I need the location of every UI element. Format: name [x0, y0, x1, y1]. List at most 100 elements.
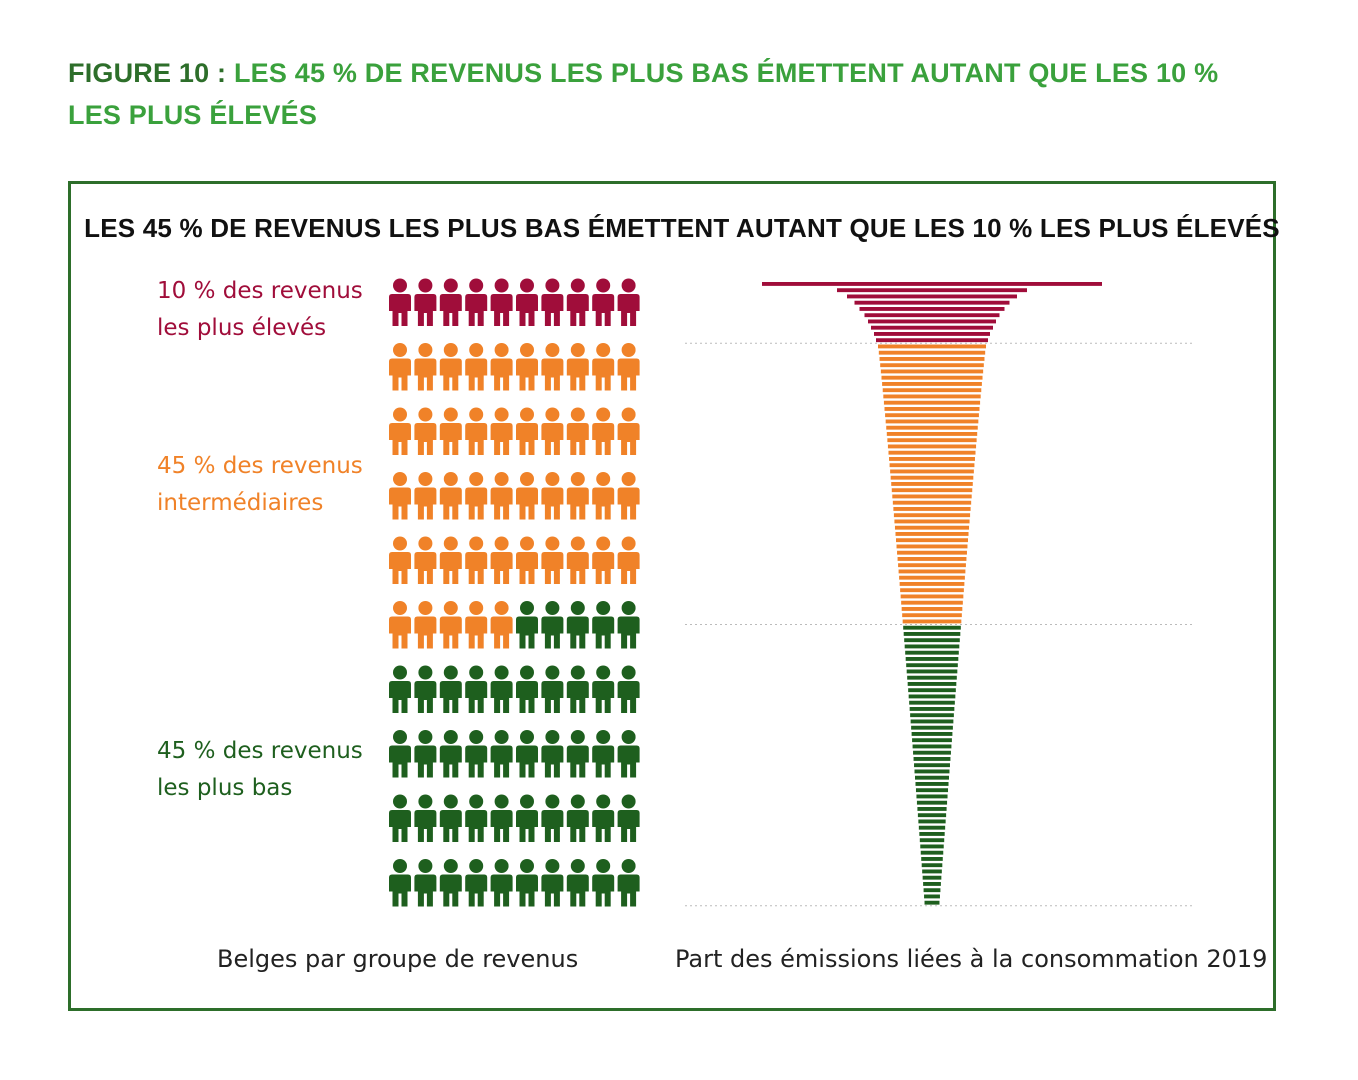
person-icon [389, 278, 411, 326]
emission-bar [882, 388, 982, 393]
emission-bar [882, 382, 982, 386]
person-icon [490, 730, 513, 778]
person-icon [516, 278, 538, 326]
emission-bar [893, 513, 971, 518]
emission-bar [859, 307, 1005, 311]
person-icon [566, 601, 589, 649]
person-icon [592, 472, 615, 520]
person-icon [439, 859, 462, 907]
person-icon [592, 730, 615, 778]
person-icon [566, 730, 589, 778]
person-icon [617, 859, 640, 907]
person-icon [592, 343, 615, 391]
person-icon [617, 343, 640, 391]
emission-bar [864, 313, 1000, 318]
emission-bar [922, 869, 942, 874]
person-icon [465, 665, 488, 713]
emission-bar [884, 407, 980, 411]
person-icon [439, 794, 462, 842]
emission-bar [900, 594, 964, 599]
person-icon [566, 794, 589, 842]
emission-bar [900, 588, 964, 593]
person-icon [389, 730, 411, 778]
emission-bar [921, 857, 943, 861]
person-icon [541, 794, 564, 842]
emission-bar [921, 863, 943, 868]
person-icon [414, 794, 437, 842]
person-icon [566, 859, 589, 907]
person-icon [617, 730, 640, 778]
person-icon [541, 601, 564, 649]
emission-bar [847, 294, 1017, 299]
person-icon [541, 665, 564, 713]
person-icon [389, 343, 411, 391]
person-icon [592, 536, 615, 584]
emission-bar [893, 507, 971, 511]
person-icon [465, 601, 488, 649]
person-icon [541, 859, 564, 907]
emission-bar [880, 369, 984, 374]
emission-bar [880, 363, 984, 368]
emission-bar [924, 894, 940, 899]
emission-bar [922, 875, 942, 880]
person-icon [566, 472, 589, 520]
emission-bar [878, 344, 986, 349]
emission-bar [883, 400, 981, 405]
label-top-10: 10 % des revenus les plus élevés [157, 278, 363, 341]
person-icon [592, 407, 615, 455]
person-icon [414, 407, 437, 455]
emission-bar [881, 375, 983, 380]
emission-bar [911, 725, 953, 730]
person-icon [541, 472, 564, 520]
emission-bar [912, 744, 952, 749]
person-icon [592, 665, 615, 713]
emission-bar [917, 813, 947, 818]
person-icon [617, 472, 640, 520]
person-icon [516, 407, 538, 455]
person-icon [617, 665, 640, 713]
emission-bar [887, 438, 977, 443]
emission-bar [762, 282, 1102, 286]
person-icon [516, 665, 538, 713]
emission-bar [923, 882, 941, 886]
emission-bar [905, 657, 959, 661]
person-icon [566, 343, 589, 391]
person-icon [414, 859, 437, 907]
label-bottom-45: 45 % des revenus les plus bas [157, 738, 363, 801]
emission-bar [907, 682, 957, 686]
emission-bar [917, 807, 947, 811]
emission-bar [890, 469, 974, 474]
emission-bar [914, 763, 950, 768]
person-icon [592, 794, 615, 842]
emission-bar [910, 713, 954, 718]
person-icon [465, 730, 488, 778]
person-icon [516, 601, 538, 649]
person-icon [566, 536, 589, 584]
person-icon [439, 472, 462, 520]
emission-bar [909, 707, 955, 711]
person-icon [465, 407, 488, 455]
person-icon [516, 536, 538, 584]
person-icon [389, 472, 411, 520]
emission-bar [913, 750, 951, 755]
person-icon [490, 343, 513, 391]
person-icon [490, 601, 513, 649]
emission-bar [891, 488, 973, 493]
person-icon [439, 665, 462, 713]
person-icon [389, 407, 411, 455]
person-icon [465, 794, 488, 842]
emission-bar [923, 888, 941, 893]
emission-bar [871, 325, 993, 330]
emission-bar [854, 300, 1010, 305]
emission-bar [889, 463, 975, 468]
people-grid [389, 278, 640, 907]
emission-bar [916, 800, 948, 805]
emission-bar [883, 394, 981, 399]
emission-bar [891, 482, 973, 486]
emission-bar [907, 675, 957, 680]
person-icon [439, 730, 462, 778]
person-icon [541, 278, 564, 326]
emission-bar [896, 538, 968, 543]
emission-bar [897, 557, 967, 561]
emissions-funnel [685, 282, 1195, 907]
